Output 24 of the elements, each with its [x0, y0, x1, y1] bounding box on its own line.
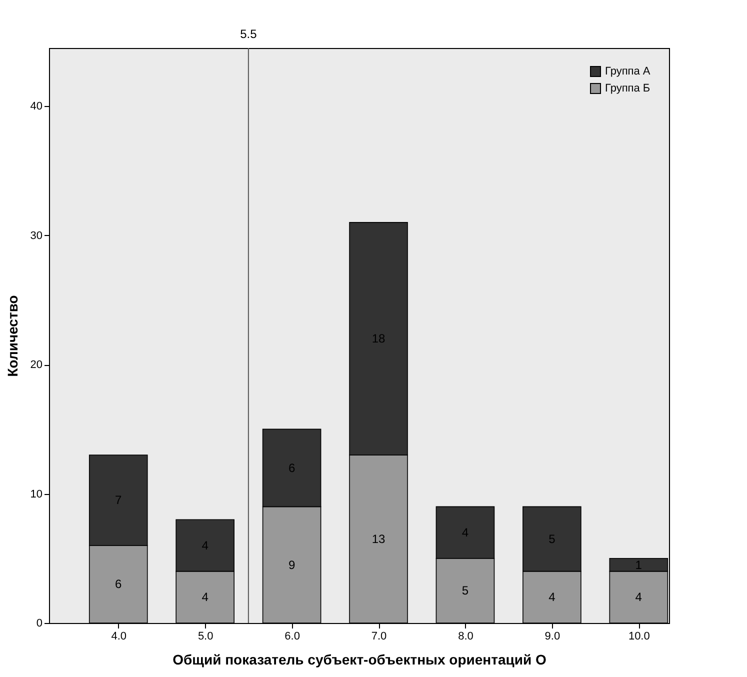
y-tick-label: 30 — [30, 230, 42, 242]
data-label: 4 — [548, 590, 556, 604]
y-axis-title: Количество — [4, 295, 20, 377]
y-tick-label: 10 — [30, 488, 42, 500]
x-tick-label: 8.0 — [458, 630, 474, 642]
x-tick-label: 4.0 — [111, 630, 127, 642]
x-tick-label: 7.0 — [371, 630, 387, 642]
ref-line-label: 5.5 — [240, 27, 258, 41]
x-tick-label: 5.0 — [198, 630, 214, 642]
data-label: 4 — [635, 590, 642, 604]
data-label: 5 — [462, 584, 469, 598]
data-label: 6 — [115, 577, 122, 592]
x-tick-label: 6.0 — [284, 630, 300, 642]
legend-label: Группа А — [605, 66, 651, 78]
legend-label: Группа Б — [605, 82, 650, 94]
data-label: 4 — [202, 590, 209, 604]
x-tick-label: 9.0 — [544, 630, 560, 642]
y-tick-label: 20 — [30, 359, 42, 372]
data-label: 13 — [372, 532, 386, 546]
y-tick-label: 40 — [30, 100, 42, 113]
data-label: 9 — [288, 558, 296, 572]
x-tick-label: 10.0 — [628, 630, 650, 642]
x-axis-title: Общий показатель субъект-объектных ориентаций О — [172, 652, 546, 668]
y-tick-label: 0 — [36, 618, 42, 630]
